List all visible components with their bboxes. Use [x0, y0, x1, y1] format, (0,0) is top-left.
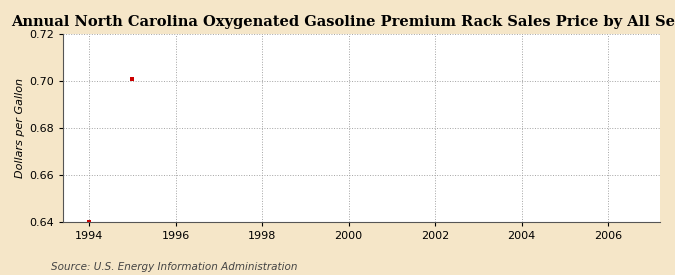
Y-axis label: Dollars per Gallon: Dollars per Gallon — [15, 78, 25, 178]
Text: Source: U.S. Energy Information Administration: Source: U.S. Energy Information Administ… — [51, 262, 297, 272]
Title: Annual North Carolina Oxygenated Gasoline Premium Rack Sales Price by All Seller: Annual North Carolina Oxygenated Gasolin… — [11, 15, 675, 29]
